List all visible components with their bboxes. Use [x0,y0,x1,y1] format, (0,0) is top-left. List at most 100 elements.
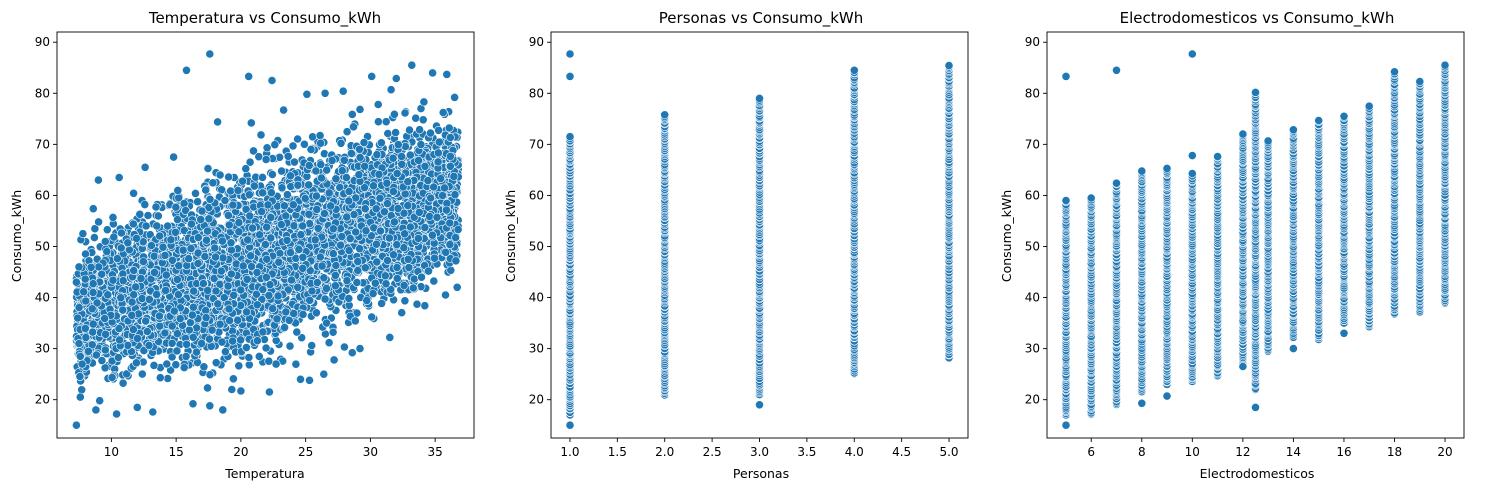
scatter-point [319,149,329,159]
scatter-point [94,217,103,227]
scatter-point [206,341,216,351]
scatter-point [107,373,117,382]
scatter-point [137,294,147,303]
scatter-point [307,341,317,350]
scatter-point [359,138,369,147]
scatter-point [208,178,218,188]
scatter-point [217,337,227,347]
scatter-point [372,257,382,267]
scatter-point [258,172,267,182]
scatter-point [391,128,400,137]
scatter-point [298,309,308,319]
scatter-point [289,221,299,231]
scatter-point [225,316,234,325]
scatter-point [316,138,325,148]
scatter-point [397,151,406,161]
scatter-point [256,130,266,140]
scatter-point [210,243,220,253]
scatter-point [173,290,183,300]
scatter-point [201,185,211,195]
scatter-point [90,233,99,242]
scatter-point [337,232,347,241]
scatter-point [287,275,296,285]
scatter-point [196,214,206,224]
scatter-point [339,342,349,352]
scatter-point [311,191,321,201]
scatter-point [262,143,272,153]
scatter-point [368,289,378,298]
scatter-point [172,275,182,284]
scatter-point [426,193,436,203]
scatter-point [380,271,390,281]
scatter-point [188,302,198,312]
scatter-point [286,182,296,191]
scatter-point [211,286,221,296]
scatter-point [355,105,365,114]
scatter-point [434,125,443,135]
scatter-point [375,193,385,203]
scatter-point [81,333,91,342]
scatter-point [94,262,104,272]
scatter-point [349,122,358,132]
scatter-point [276,220,286,229]
scatter-point [155,373,165,383]
scatter-point [187,219,196,229]
scatter-point [216,266,226,276]
scatter-point [281,211,291,221]
scatter-point [298,263,308,273]
scatter-point [172,346,182,356]
scatter-point [293,134,302,144]
scatter-point [288,141,298,151]
scatter-point [446,265,456,275]
scatter-point [233,315,243,325]
scatter-point [336,138,346,148]
scatter-point [399,280,409,290]
scatter-point [286,248,295,257]
scatter-point [80,274,90,284]
scatter-point [445,151,455,161]
scatter-point [161,270,171,280]
scatter-point [336,240,345,250]
scatter-point [153,211,163,221]
scatter-point [128,219,138,229]
scatter-point [234,361,244,371]
scatter-point [418,115,428,125]
scatter-point [151,202,161,212]
scatter-point [261,343,271,353]
scatter-point [291,359,301,369]
scatter-point [178,245,188,255]
scatter-point [324,338,334,348]
scatter-point [388,153,398,163]
scatter-point [229,290,239,300]
scatter-point [97,269,107,279]
scatter-point [308,132,317,142]
scatter-point [307,286,317,296]
scatter-point [342,276,352,286]
scatter-point [167,321,177,331]
scatter-point [315,131,325,140]
scatter-point [419,97,429,107]
scatter-point [392,274,402,283]
scatter-point [102,225,112,235]
scatter-point [430,253,439,263]
scatter-point [167,338,177,348]
scatter-point [81,296,91,306]
scatter-point [261,272,271,282]
scatter-point [143,211,153,220]
scatter-point [350,316,360,326]
scatter-point [77,359,87,369]
scatter-point [373,117,383,127]
scatter-point [79,287,89,297]
scatter-point [258,327,268,337]
scatter-point [254,351,264,361]
scatter-point [397,308,407,318]
scatter-point [144,294,154,304]
scatter-point [173,185,183,195]
scatter-point [238,261,248,271]
scatter-point [161,285,170,295]
scatter-point [167,255,177,265]
scatter-point [426,128,435,138]
scatter-point [245,211,255,221]
scatter-point [115,335,124,345]
scatter-point [331,174,341,184]
